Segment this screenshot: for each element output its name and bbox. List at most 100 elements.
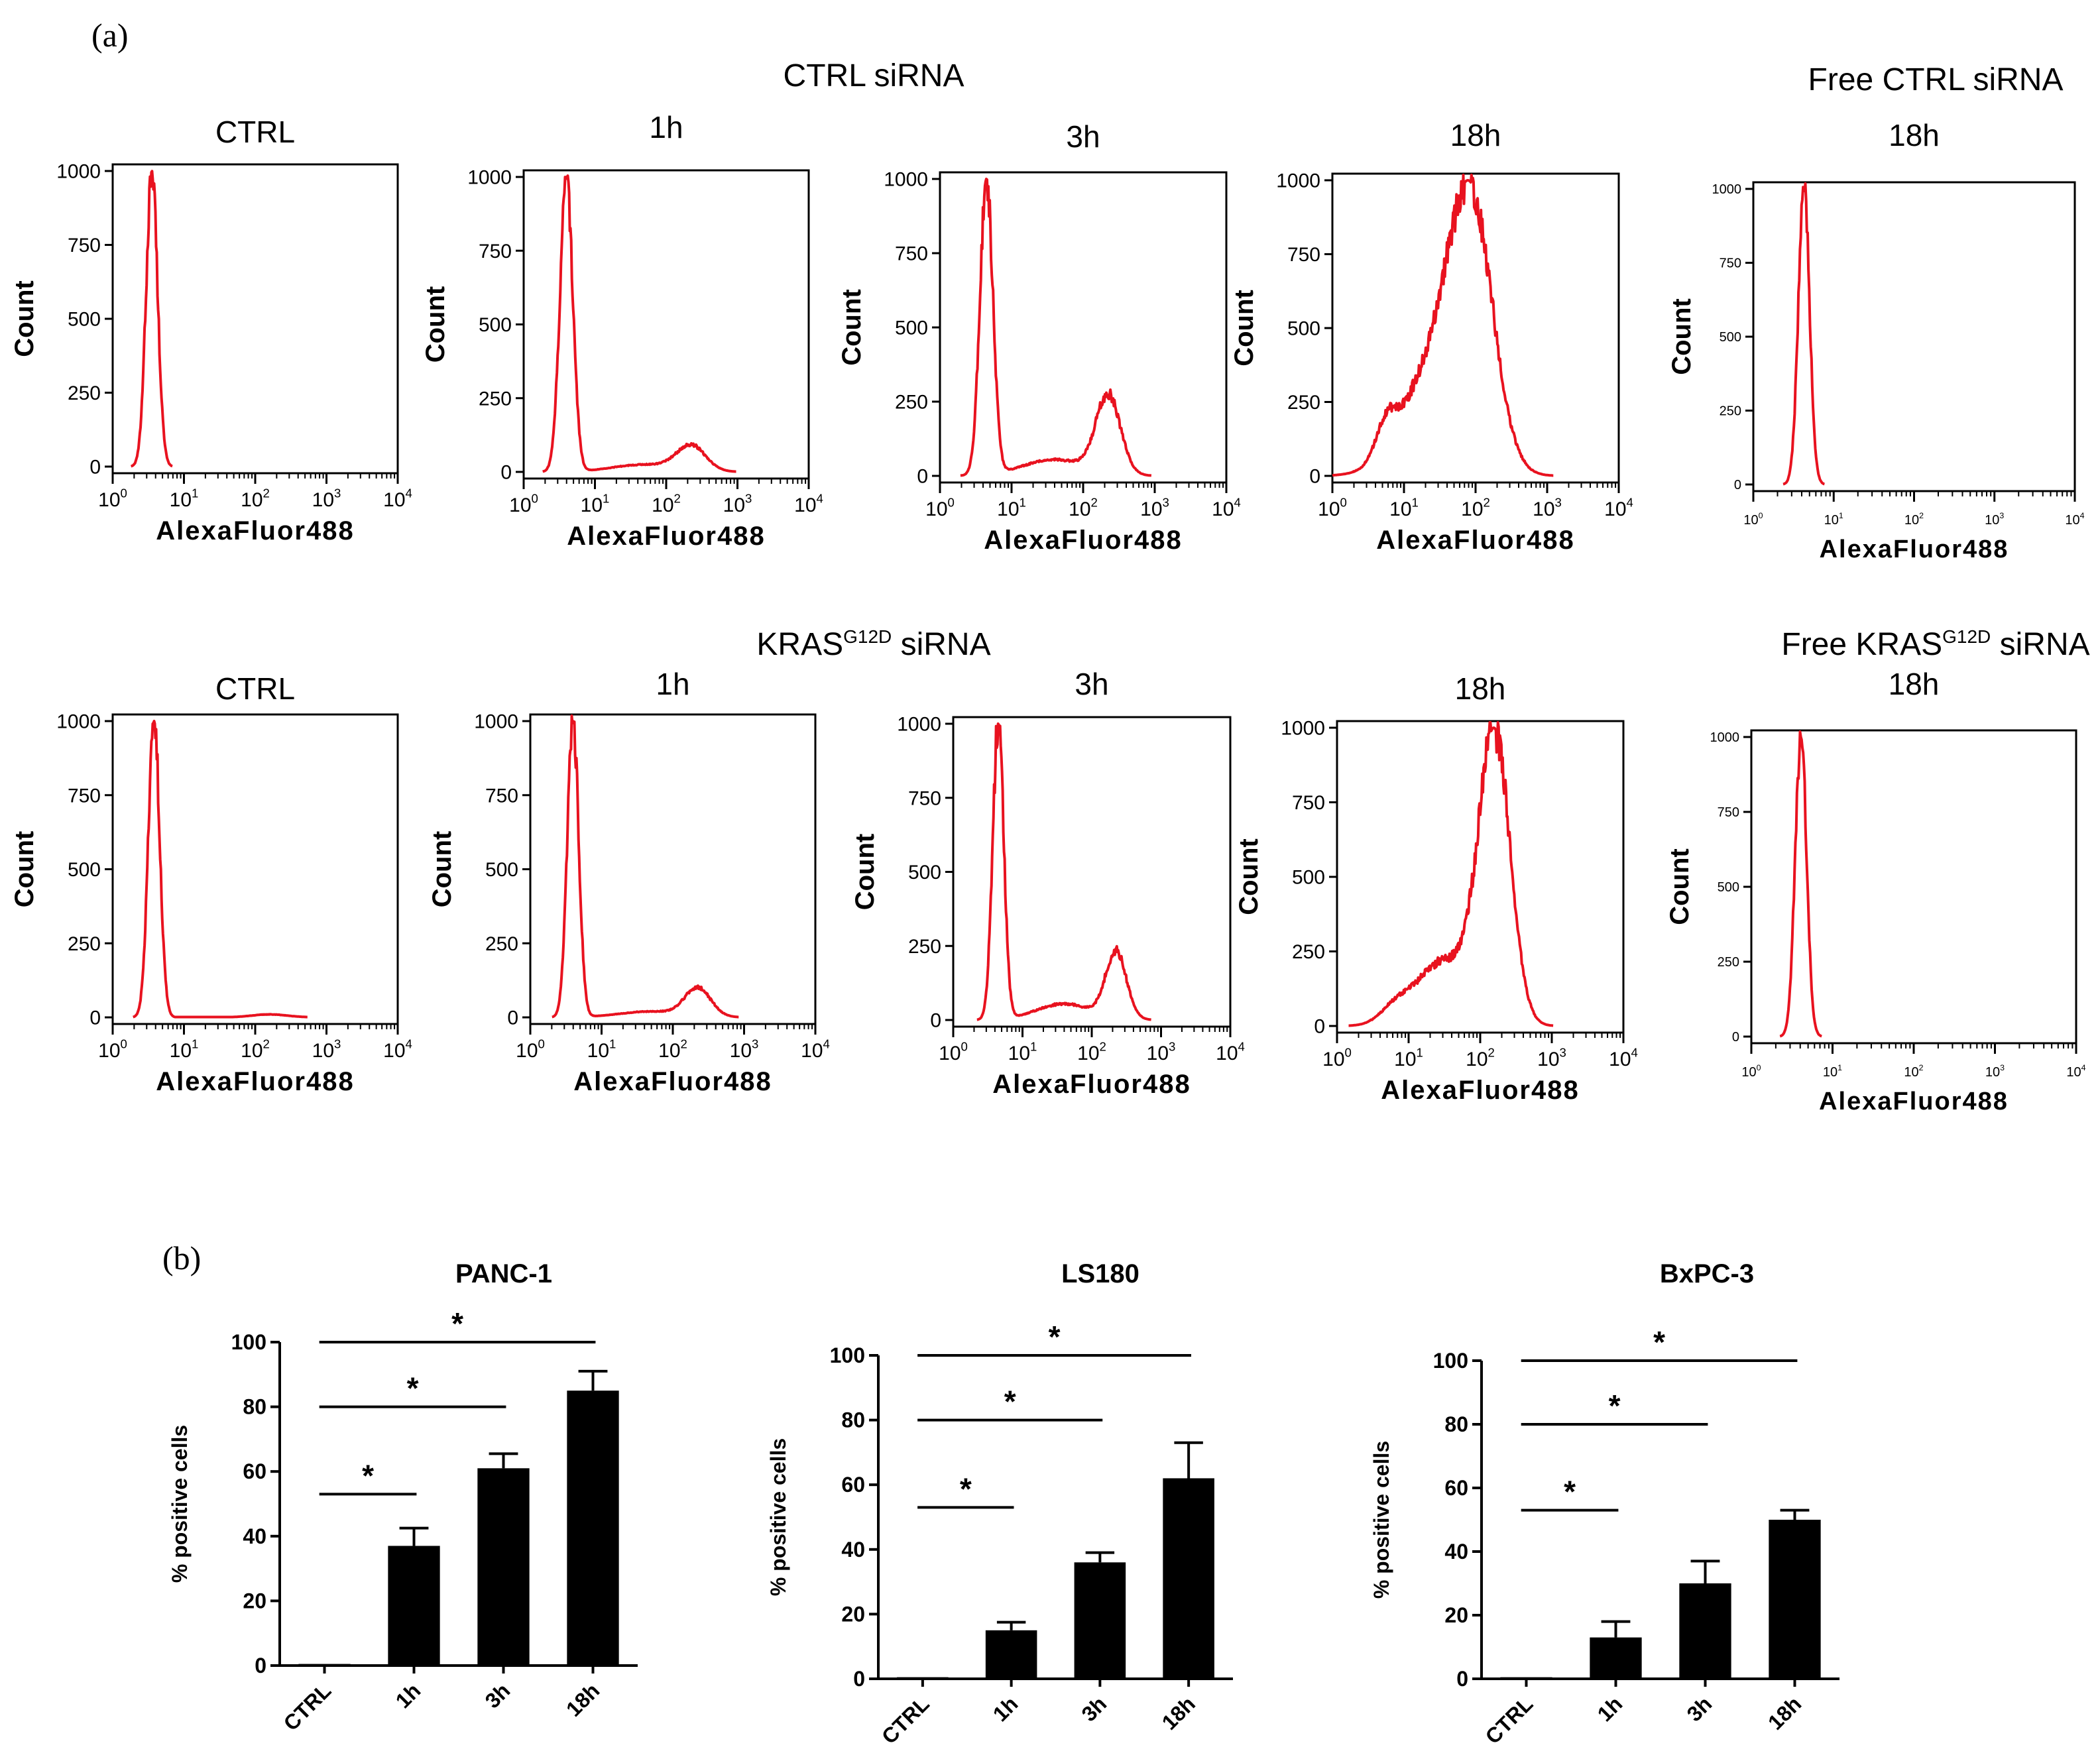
x-tick-label: 101 — [170, 486, 199, 512]
x-axis-label: AlexaFluor488 — [1819, 1088, 2009, 1115]
y-tick-label: 0 — [1732, 1030, 1739, 1045]
y-tick-label: 60 — [243, 1459, 266, 1483]
histogram-panel: 1h 0 250 500 750 1000 100 101 102 103 104 AlexaFluo… — [421, 110, 823, 551]
y-tick-label: 750 — [1287, 244, 1320, 266]
y-tick-label: 250 — [68, 933, 101, 955]
y-tick-label: 0 — [507, 1007, 518, 1029]
histogram-panel: 18h 0 250 500 750 1000 100 101 102 103 104 AlexaFlu… — [1667, 118, 2085, 563]
y-tick-label: 750 — [895, 243, 928, 265]
histogram-curve — [132, 720, 308, 1019]
x-tick-label: 102 — [1069, 496, 1098, 521]
x-tick-label: 103 — [1537, 1046, 1566, 1071]
histogram-panel: 18h 0 250 500 750 1000 100 101 102 103 104 AlexaFlu… — [1665, 667, 2086, 1115]
x-tick-label: 100 — [939, 1040, 968, 1065]
histogram-panel: 3h 0 250 500 750 1000 100 101 102 103 104 AlexaFluo… — [837, 119, 1241, 555]
x-tick-label: 102 — [241, 486, 270, 512]
x-tick-label: 100 — [516, 1037, 545, 1062]
histogram-curve — [130, 170, 174, 468]
x-tick-label: 102 — [658, 1037, 687, 1062]
histogram-curve — [551, 714, 740, 1019]
y-tick-label: 500 — [1720, 330, 1741, 345]
x-axis-label: AlexaFluor488 — [1820, 536, 2009, 563]
y-tick-label: 0 — [255, 1654, 266, 1677]
x-tick-label: 104 — [1609, 1046, 1638, 1071]
y-axis-label: Count — [850, 834, 880, 911]
x-tick-label: 103 — [1533, 496, 1562, 521]
histogram-title: 1h — [649, 110, 683, 144]
significance-star: * — [1653, 1325, 1665, 1359]
y-tick-label: 250 — [1718, 955, 1739, 970]
y-axis-label: Count — [10, 280, 39, 357]
y-tick-label: 40 — [1444, 1540, 1468, 1563]
y-tick-label: 750 — [68, 785, 101, 807]
significance-star: * — [1004, 1385, 1016, 1419]
panel-a-label: (a) — [91, 17, 129, 54]
y-tick-label: 100 — [231, 1330, 266, 1354]
bar — [1769, 1520, 1821, 1679]
bar — [1500, 1677, 1552, 1679]
significance-star: * — [1049, 1320, 1061, 1354]
histogram-panel: CTRL 0 250 500 750 1000 100 101 102 103 104 AlexaFl… — [10, 671, 412, 1096]
x-tick-label: 100 — [1322, 1046, 1352, 1071]
y-tick-label: 250 — [479, 388, 512, 410]
x-tick-label: 101 — [587, 1037, 616, 1062]
x-tick-label: 103 — [312, 486, 341, 512]
x-tick-label: 1h — [1593, 1691, 1627, 1726]
x-tick-label: 18h — [1763, 1691, 1806, 1734]
y-tick-label: 40 — [243, 1524, 266, 1548]
x-axis-label: AlexaFluor488 — [992, 1070, 1191, 1099]
bar-chart-panel: BxPC-3 0 20 40 60 80 100 % positive cells CTRL 1h… — [1370, 1259, 1839, 1748]
x-tick-label: 104 — [1604, 496, 1633, 521]
x-tick-label: 103 — [1985, 511, 2004, 528]
histogram-curve — [1782, 182, 1826, 486]
histogram-title: 1h — [656, 667, 689, 701]
y-tick-label: 80 — [243, 1395, 266, 1419]
x-tick-label: 18h — [561, 1678, 604, 1721]
y-tick-label: 750 — [1720, 256, 1741, 271]
x-axis-label: AlexaFluor488 — [573, 1067, 772, 1096]
x-tick-label: 104 — [2066, 1063, 2085, 1080]
bar-chart-panel: PANC-1 0 20 40 60 80 100 % positive cells CTRL 1h… — [168, 1259, 638, 1735]
y-tick-label: 1000 — [56, 711, 101, 733]
significance-star: * — [451, 1306, 463, 1341]
x-tick-label: 102 — [652, 492, 681, 517]
y-tick-label: 60 — [841, 1473, 865, 1497]
x-axis-label: AlexaFluor488 — [1376, 526, 1574, 555]
x-tick-label: 104 — [801, 1037, 830, 1062]
y-tick-label: 0 — [1734, 478, 1741, 492]
x-tick-label: 100 — [98, 1037, 127, 1062]
histogram-panel: CTRL 0 250 500 750 1000 100 101 102 103 104 AlexaFl… — [10, 115, 412, 545]
x-tick-label: 101 — [1824, 511, 1843, 528]
y-tick-label: 1000 — [1281, 718, 1325, 740]
histogram-title: 3h — [1075, 667, 1108, 701]
x-tick-label: CTRL — [877, 1691, 934, 1748]
x-axis-label: AlexaFluor488 — [156, 516, 354, 545]
y-tick-label: 250 — [895, 392, 928, 414]
x-tick-label: 104 — [383, 486, 412, 512]
y-tick-label: 500 — [68, 309, 101, 331]
y-tick-label: 1000 — [1276, 170, 1320, 192]
x-tick-label: 101 — [1389, 496, 1419, 521]
histogram-curve — [1348, 721, 1554, 1027]
y-tick-label: 0 — [930, 1010, 941, 1032]
histogram-curve — [1779, 730, 1822, 1038]
bar-chart-title: BxPC-3 — [1660, 1259, 1754, 1288]
y-axis-label: Count — [1665, 848, 1694, 925]
y-tick-label: 500 — [1292, 867, 1325, 889]
x-axis-label: AlexaFluor488 — [984, 526, 1182, 555]
header-kras-sirna: KRASG12D siRNA — [756, 626, 990, 662]
y-tick-label: 250 — [908, 936, 941, 958]
y-axis-label: % positive cells — [1370, 1441, 1393, 1599]
histogram-panel: 18h 0 250 500 750 1000 100 101 102 103 104 AlexaFlu… — [1234, 671, 1638, 1105]
x-tick-label: 103 — [723, 492, 752, 517]
y-axis-label: Count — [1234, 838, 1263, 915]
y-tick-label: 750 — [1718, 805, 1739, 820]
header-free-kras-sirna: Free KRASG12D siRNA — [1781, 626, 2089, 662]
significance-star: * — [960, 1471, 972, 1506]
x-axis-label: AlexaFluor488 — [567, 522, 765, 551]
bar — [477, 1468, 530, 1666]
histogram-title: CTRL — [215, 115, 295, 149]
y-tick-label: 750 — [908, 787, 941, 809]
